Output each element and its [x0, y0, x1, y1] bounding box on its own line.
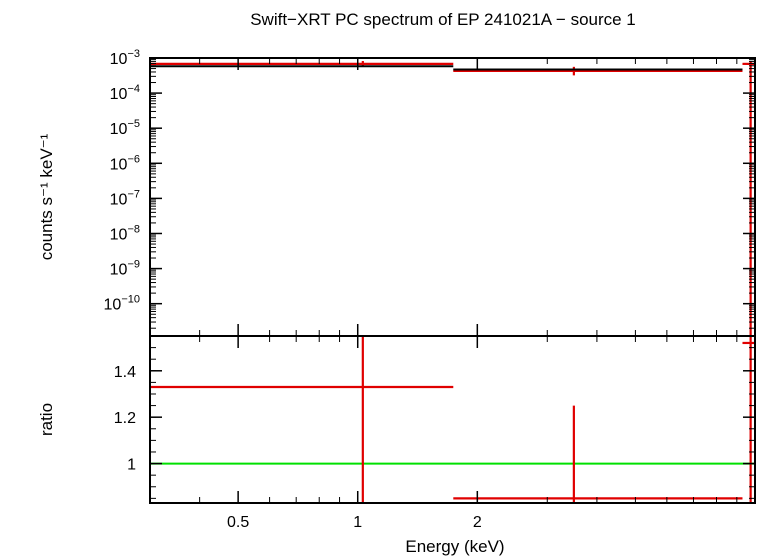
y-axis-label-ratio: ratio: [37, 403, 56, 436]
ratio-point-2: [742, 336, 755, 503]
x-tick-label: 1: [353, 514, 362, 531]
y-tick-label: 10−3: [110, 48, 140, 68]
ratio-point-0: [150, 336, 454, 503]
x-axis-label: Energy (keV): [405, 537, 504, 556]
y-tick-label: 10−6: [110, 153, 140, 173]
data-point-1: [453, 66, 743, 76]
ratio-point-1: [453, 405, 743, 503]
x-tick-label: 2: [473, 514, 482, 531]
y-axis-label-spectrum: counts s⁻¹ keV⁻¹: [37, 133, 56, 260]
x-tick-label: 0.5: [227, 514, 249, 531]
panel-frame: [149, 335, 756, 504]
y-tick-label: 10−10: [104, 294, 140, 314]
chart-title: Swift−XRT PC spectrum of EP 241021A − so…: [250, 10, 636, 29]
y-tick-label: 1.4: [114, 364, 136, 381]
panel-frame: [149, 57, 756, 337]
y-tick-label: 10−5: [110, 118, 140, 138]
y-tick-label: 10−9: [110, 259, 140, 279]
panel-spectrum: 10−3 10−4 10−5 10−6 10−7 10−8 10−9 10−10 counts …: [37, 48, 756, 337]
y-tick-label: 10−8: [110, 223, 140, 243]
y-tick-label: 10−7: [110, 188, 140, 208]
plot-layer: 10−3 10−4 10−5 10−6 10−7 10−8 10−9 10−10 counts …: [37, 48, 756, 531]
panel-ratio: 1 1.2 1.4 ratio: [37, 335, 756, 504]
y-tick-label: 10−4: [110, 83, 140, 103]
y-tick-label: 1.2: [114, 410, 136, 427]
y-tick-label: 1: [127, 457, 136, 474]
